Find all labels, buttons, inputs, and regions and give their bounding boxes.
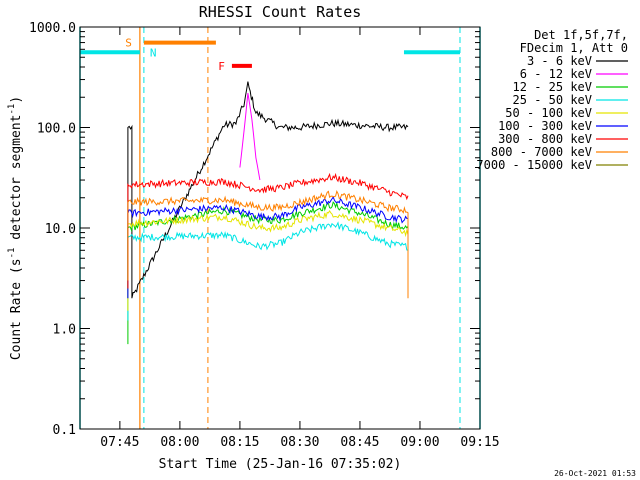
y-axis-label-part2: detector segment (9, 115, 24, 248)
axis-ticks: 07:45 08:00 08:15 08:30 08:45 09:00 09:15 1000.… (29, 21, 500, 450)
legend-entry-label: 300 - 800 keV (498, 132, 592, 146)
y-tick-label: 100.0 (37, 122, 76, 137)
y-tick-label: 1000.0 (29, 21, 76, 36)
legend-entry-label: 25 - 50 keV (513, 93, 592, 107)
legend-entry-label: 7000 - 15000 keV (476, 158, 592, 172)
y-axis-label-part3: ) (9, 96, 24, 104)
y-axis-label: Count Rate (s-1 detector segment-1) (7, 96, 24, 360)
legend-header: Det 1f,5f,7f, (534, 28, 628, 42)
x-tick-label: 08:45 (340, 435, 379, 450)
x-tick-label: 09:15 (460, 435, 499, 450)
y-tick-label: 1.0 (53, 323, 76, 338)
y-axis-label-sup1: -1 (7, 248, 17, 259)
y-axis-label-sup2: -1 (7, 104, 17, 115)
legend-entry-label: 50 - 100 keV (505, 106, 592, 120)
chart-title: RHESSI Count Rates (199, 3, 362, 21)
legend-header: FDecim 1, Att 0 (520, 41, 628, 55)
series-line (127, 221, 409, 321)
y-tick-label: 10.0 (45, 222, 76, 237)
label-s: S (125, 37, 132, 50)
legend-entry-label: 800 - 7000 keV (491, 145, 592, 159)
series-line (127, 209, 409, 311)
x-tick-label: 08:30 (280, 435, 319, 450)
label-n: N (150, 46, 157, 59)
y-tick-label: 0.1 (53, 423, 76, 438)
legend-entry-label: 6 - 12 keV (520, 67, 592, 81)
legend-entry-label: 100 - 300 keV (498, 119, 592, 133)
x-tick-label: 08:15 (220, 435, 259, 450)
legend-entry-label: 3 - 6 keV (527, 54, 592, 68)
series-line (127, 201, 409, 345)
series-line (127, 196, 409, 299)
label-f: F (218, 60, 225, 73)
series-line (127, 190, 409, 299)
x-tick-label: 07:45 (100, 435, 139, 450)
x-tick-label: 09:00 (400, 435, 439, 450)
x-tick-label: 08:00 (160, 435, 199, 450)
series-line (127, 172, 409, 289)
legend-entry-label: 12 - 25 keV (513, 80, 592, 94)
series-layer (127, 81, 409, 345)
series-line (239, 93, 261, 181)
x-axis-label: Start Time (25-Jan-16 07:35:02) (159, 457, 402, 472)
series-line (127, 81, 409, 299)
y-axis-label-part1: Count Rate (s (9, 258, 24, 360)
footer-timestamp: 26-Oct-2021 01:53 (554, 469, 636, 478)
